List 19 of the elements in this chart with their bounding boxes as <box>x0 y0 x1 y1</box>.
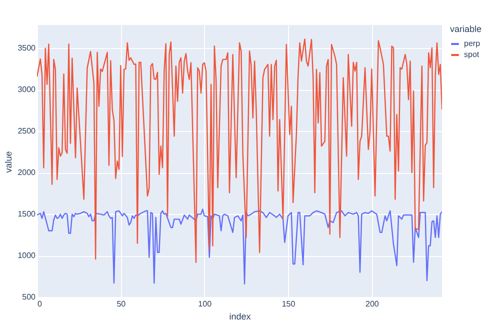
x-tick-label: 100 <box>198 300 212 308</box>
legend-label: spot <box>464 50 480 59</box>
y-tick-label: 3000 <box>18 85 36 94</box>
y-tick-label: 500 <box>22 292 36 302</box>
legend-label: perp <box>464 39 481 48</box>
y-tick-label: 1500 <box>18 210 36 219</box>
line-series <box>37 38 442 263</box>
x-tick-label: 150 <box>282 300 296 308</box>
x-axis-title: index <box>229 312 252 322</box>
line-series <box>37 208 442 284</box>
y-axis-title: value <box>4 151 14 173</box>
x-tick-label: 200 <box>366 300 380 308</box>
y-tick-label: 2500 <box>18 126 36 136</box>
y-tick-label: 3500 <box>18 44 36 53</box>
legend-title: variable <box>450 24 482 34</box>
y-tick-label: 1000 <box>18 251 36 260</box>
y-tick-label: 2000 <box>18 168 36 178</box>
x-tick-label: 0 <box>38 300 42 308</box>
x-tick-label: 50 <box>116 300 126 308</box>
